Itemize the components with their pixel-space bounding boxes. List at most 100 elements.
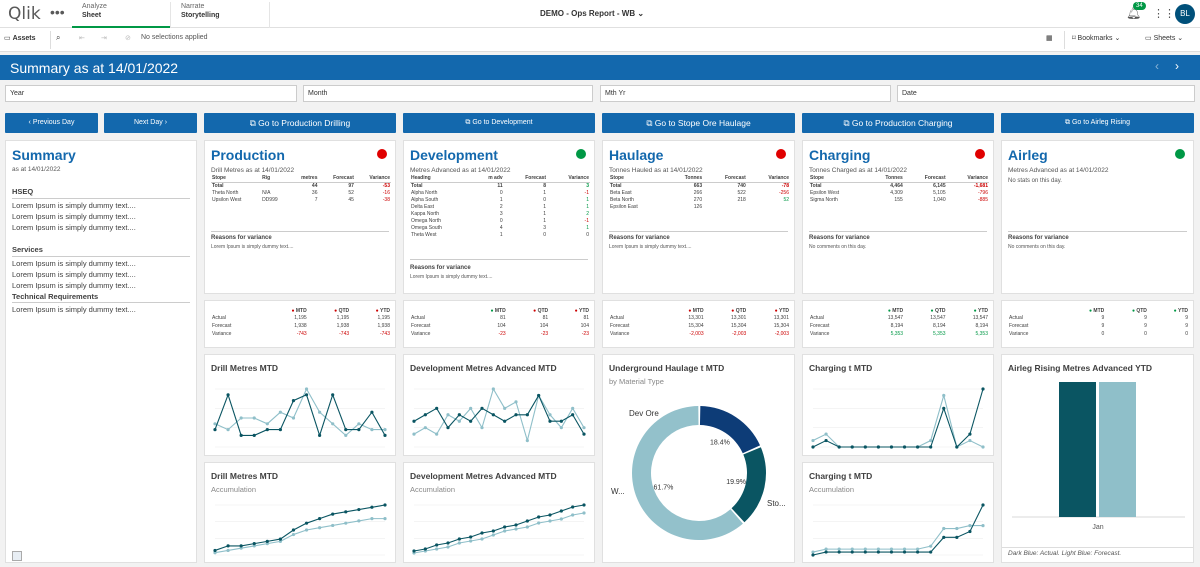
data-point[interactable] (942, 393, 946, 398)
donut-slice[interactable] (632, 406, 743, 540)
data-point[interactable] (291, 399, 296, 403)
filter-month[interactable]: Month (303, 85, 593, 102)
data-point[interactable] (357, 519, 361, 523)
data-point[interactable] (889, 550, 894, 554)
data-point[interactable] (811, 445, 815, 449)
data-point[interactable] (370, 410, 374, 414)
data-point[interactable] (850, 550, 854, 554)
data-point[interactable] (469, 535, 473, 539)
data-point[interactable] (383, 428, 387, 432)
data-point[interactable] (344, 433, 348, 437)
data-point[interactable] (331, 393, 335, 397)
data-point[interactable] (265, 542, 269, 546)
data-point[interactable] (811, 550, 815, 554)
data-point[interactable] (548, 419, 552, 423)
development-card[interactable]: Development Metres Advanced as at 14/01/… (403, 140, 595, 294)
charging-t-accumulation-chart[interactable]: Charging t MTD Accumulation (802, 462, 994, 563)
data-point[interactable] (537, 393, 541, 398)
data-point[interactable] (863, 550, 867, 554)
data-point[interactable] (955, 535, 959, 539)
underground-haulage-chart[interactable]: Underground Haulage t MTD by Material Ty… (602, 354, 795, 563)
data-point[interactable] (370, 517, 374, 521)
data-point[interactable] (291, 528, 296, 532)
assets-button[interactable]: ▭ Assets (4, 35, 36, 42)
data-point[interactable] (837, 547, 841, 551)
data-point[interactable] (446, 545, 450, 549)
data-point[interactable] (582, 503, 586, 507)
data-point[interactable] (559, 419, 563, 423)
airleg-rising-ytd-chart[interactable]: Airleg Rising Metres Advanced YTD Jan Da… (1001, 354, 1194, 563)
data-point[interactable] (850, 547, 854, 551)
data-point[interactable] (446, 426, 450, 430)
data-point[interactable] (824, 432, 828, 436)
production-card[interactable]: Production Drill Metres as at 14/01/2022… (204, 140, 396, 294)
layout-grid-icon[interactable]: ▦ (1046, 35, 1053, 42)
data-point[interactable] (344, 428, 348, 432)
data-point[interactable] (265, 422, 269, 426)
data-point[interactable] (304, 528, 309, 532)
selection-back-icon[interactable]: ⇤ (79, 35, 85, 42)
data-point[interactable] (383, 517, 387, 521)
data-point[interactable] (514, 523, 518, 527)
data-point[interactable] (278, 539, 282, 543)
data-point[interactable] (491, 387, 495, 391)
data-point[interactable] (252, 433, 256, 437)
data-point[interactable] (213, 551, 217, 555)
data-point[interactable] (902, 547, 907, 551)
data-point[interactable] (525, 519, 529, 523)
data-point[interactable] (252, 542, 256, 546)
development-metres-mtd-chart[interactable]: Development Metres Advanced MTD (403, 354, 595, 456)
go-to-production-drilling-button[interactable]: ⧉ Go to Production Drilling (204, 113, 396, 133)
selection-forward-icon[interactable]: ⇥ (101, 35, 107, 42)
data-point[interactable] (383, 433, 387, 437)
data-point[interactable] (239, 544, 243, 548)
drill-metres-mtd-chart[interactable]: Drill Metres MTD (204, 354, 396, 456)
data-point[interactable] (902, 550, 907, 554)
app-title[interactable]: DEMO - Ops Report - WB ⌄ (540, 9, 645, 18)
previous-day-button[interactable]: ‹ Previous Day (5, 113, 98, 133)
data-point[interactable] (548, 519, 552, 523)
data-point[interactable] (213, 548, 217, 553)
tab-analyze-sheet[interactable]: Analyze Sheet (72, 2, 170, 28)
data-point[interactable] (265, 539, 269, 543)
smart-search-icon[interactable]: ⌕ (56, 33, 61, 42)
avatar[interactable]: BL (1175, 4, 1195, 24)
data-point[interactable] (824, 550, 828, 554)
data-point[interactable] (344, 510, 348, 514)
data-point[interactable] (304, 521, 309, 525)
data-point[interactable] (981, 445, 985, 449)
data-point[interactable] (383, 503, 387, 507)
data-point[interactable] (503, 529, 507, 533)
data-point[interactable] (318, 517, 322, 521)
data-point[interactable] (291, 532, 296, 537)
data-point[interactable] (876, 547, 880, 551)
data-point[interactable] (469, 406, 473, 410)
next-day-button[interactable]: Next Day › (104, 113, 197, 133)
data-point[interactable] (412, 549, 416, 553)
data-point[interactable] (344, 521, 348, 525)
data-point[interactable] (837, 445, 841, 449)
bar-actual[interactable] (1059, 382, 1096, 517)
drill-metres-accumulation-chart[interactable]: Drill Metres MTD Accumulation (204, 462, 396, 563)
data-point[interactable] (525, 438, 529, 443)
data-point[interactable] (571, 505, 575, 509)
data-point[interactable] (981, 523, 985, 528)
airleg-card[interactable]: Airleg Metres Advanced as at 14/01/2022 … (1001, 140, 1194, 294)
data-point[interactable] (318, 526, 322, 530)
data-point[interactable] (423, 426, 427, 430)
data-point[interactable] (929, 550, 933, 554)
qlik-logo[interactable]: Qlik (8, 4, 41, 24)
data-point[interactable] (252, 544, 256, 548)
data-point[interactable] (457, 537, 461, 541)
data-point[interactable] (331, 523, 335, 528)
data-point[interactable] (981, 387, 985, 391)
data-point[interactable] (213, 422, 217, 426)
data-point[interactable] (548, 513, 552, 517)
data-point[interactable] (571, 513, 575, 517)
data-point[interactable] (863, 547, 867, 551)
data-point[interactable] (480, 406, 484, 410)
data-point[interactable] (824, 438, 828, 443)
data-point[interactable] (571, 413, 575, 417)
data-point[interactable] (226, 548, 230, 553)
data-point[interactable] (480, 531, 484, 535)
